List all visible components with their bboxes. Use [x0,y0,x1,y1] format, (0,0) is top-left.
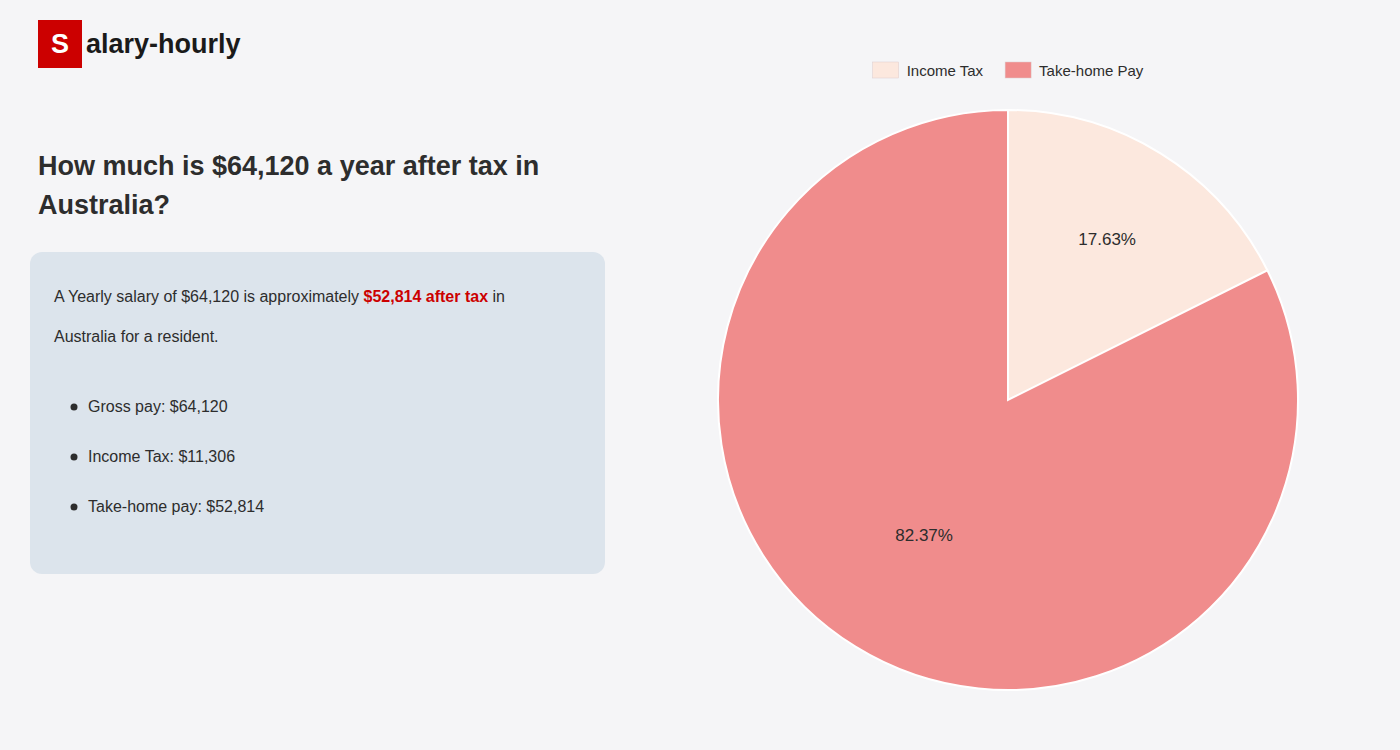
bullet-dot [71,454,78,461]
body-line: Australia for a resident. [54,328,219,345]
legend-swatch [1005,62,1031,78]
bullet-dot [71,504,78,511]
data-label: 82.37% [895,526,953,545]
slice [718,110,1298,690]
legend-label: Take-home Pay [1039,62,1144,79]
data-label: 17.63% [1078,230,1136,249]
logo-letter: S [51,29,69,59]
logo-name: alary-hourly [86,29,241,59]
bullet-text: Income Tax: $11,306 [88,448,235,465]
legend-item: Income Tax [873,62,984,79]
pie: 17.63% 82.37% [718,110,1298,690]
background [0,0,1400,750]
info-box [30,252,605,574]
body-line: A Yearly salary of $64,120 is approximat… [54,288,505,305]
left-panel: Salary-hourly How much is $64,120 a year … [30,20,605,574]
legend-item: Take-home Pay [1005,62,1144,79]
legend: Income Tax Take-home Pay [873,62,1144,79]
legend-swatch [873,62,899,78]
bullet-text: Gross pay: $64,120 [88,398,228,415]
slices [718,110,1298,690]
body-highlight: $52,814 after tax [364,288,489,305]
title: How much is $64,120 a year after tax inA… [38,151,539,220]
body-text: A Yearly salary of $64,120 is approximat… [54,288,364,305]
legend-label: Income Tax [907,62,984,79]
logo-box [38,20,82,68]
chart: Salary-hourly How much is $64,120 a year … [0,0,1400,750]
body-text: in [488,288,505,305]
data-labels: 17.63% 82.37% [895,230,1136,545]
bullet-dot [71,404,78,411]
bullet-text: Take-home pay: $52,814 [88,498,264,515]
